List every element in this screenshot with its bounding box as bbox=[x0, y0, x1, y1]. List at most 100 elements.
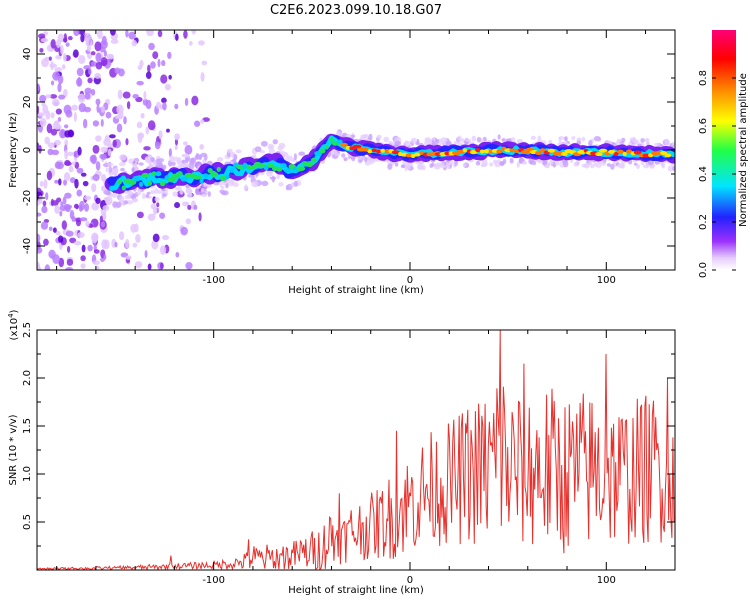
trace-halo bbox=[400, 164, 406, 169]
trace-halo bbox=[105, 190, 111, 196]
noise-blob bbox=[79, 217, 88, 222]
trace-halo bbox=[105, 167, 110, 173]
trace-halo bbox=[422, 164, 426, 171]
trace-core bbox=[132, 176, 141, 182]
trace-core bbox=[625, 149, 633, 154]
noise-blob bbox=[45, 94, 52, 99]
noise-blob bbox=[86, 45, 92, 52]
noise-blob bbox=[47, 148, 54, 156]
trace-core bbox=[242, 164, 248, 170]
noise-blob bbox=[59, 205, 67, 212]
spectrogram-x-tick-label: -100 bbox=[202, 275, 225, 286]
noise-blob bbox=[46, 170, 53, 181]
noise-blob bbox=[72, 161, 76, 166]
noise-blob bbox=[61, 64, 66, 70]
noise-blob bbox=[160, 262, 164, 270]
snr-x-ticks: -100 0 100 bbox=[56, 330, 647, 586]
trace-core bbox=[138, 181, 144, 187]
trace-core bbox=[284, 168, 292, 174]
trace-halo bbox=[489, 162, 494, 167]
trace-halo bbox=[150, 189, 156, 195]
noise-blob bbox=[80, 172, 87, 177]
trace-core bbox=[362, 147, 369, 152]
trace-halo bbox=[126, 200, 134, 205]
spectrogram-y-tick-label: -40 bbox=[22, 238, 33, 254]
spectrogram-y-tick-label: 40 bbox=[22, 48, 33, 61]
trace-halo bbox=[376, 134, 382, 140]
trace-halo bbox=[581, 136, 586, 142]
trace-halo bbox=[583, 162, 591, 169]
colorbar-ticks: 0.0 0.2 0.4 0.6 0.8 bbox=[698, 70, 736, 278]
trace-halo bbox=[266, 170, 273, 177]
trace-core bbox=[539, 148, 546, 153]
noise-blob bbox=[198, 212, 202, 222]
noise-blob bbox=[61, 220, 68, 230]
trace-halo bbox=[220, 185, 225, 190]
trace-halo bbox=[499, 161, 505, 166]
noise-blob bbox=[64, 130, 71, 138]
trace-core bbox=[263, 165, 269, 171]
trace-core bbox=[216, 166, 221, 172]
noise-blob bbox=[73, 30, 80, 37]
trace-core bbox=[310, 157, 317, 163]
noise-blob bbox=[128, 31, 136, 40]
noise-blob bbox=[101, 35, 107, 46]
noise-blob bbox=[87, 77, 93, 84]
noise-blob bbox=[54, 161, 62, 169]
noise-blob bbox=[84, 32, 92, 42]
noise-blob bbox=[63, 179, 67, 186]
noise-blob bbox=[136, 121, 143, 129]
trace-halo bbox=[226, 148, 233, 154]
trace-halo bbox=[285, 185, 289, 191]
noise-blob bbox=[40, 37, 49, 43]
noise-blob bbox=[38, 195, 43, 205]
noise-blob bbox=[65, 109, 73, 118]
noise-blob bbox=[106, 54, 114, 59]
noise-blob bbox=[80, 33, 85, 43]
noise-blob bbox=[62, 37, 68, 43]
noise-blob bbox=[94, 72, 102, 79]
trace-halo bbox=[404, 140, 409, 145]
snr-panel: -100 0 100 0.5 1.0 1.5 2.0 2.5 Height of strai… bbox=[7, 309, 676, 596]
trace-halo bbox=[251, 154, 257, 159]
trace-core bbox=[340, 142, 348, 147]
noise-blob bbox=[200, 72, 205, 82]
trace-halo bbox=[107, 162, 114, 167]
noise-blob bbox=[168, 74, 172, 80]
trace-core bbox=[141, 172, 150, 178]
trace-halo bbox=[417, 161, 424, 166]
trace-halo bbox=[232, 158, 237, 163]
trace-core bbox=[633, 150, 642, 155]
noise-blob bbox=[63, 88, 68, 98]
trace-core bbox=[117, 179, 122, 185]
trace-core bbox=[155, 171, 162, 177]
noise-blob bbox=[67, 36, 73, 41]
spectrogram-marks bbox=[37, 30, 675, 270]
trace-halo bbox=[123, 200, 129, 205]
trace-core bbox=[305, 162, 313, 168]
noise-blob bbox=[68, 165, 74, 173]
trace-core bbox=[410, 154, 416, 159]
trace-halo bbox=[632, 136, 637, 143]
noise-blob bbox=[41, 58, 49, 68]
chart-title: C2E6.2023.099.10.18.G07 bbox=[270, 3, 442, 18]
noise-blob bbox=[91, 183, 97, 193]
trace-core bbox=[595, 152, 603, 157]
trace-halo bbox=[261, 180, 269, 187]
trace-halo bbox=[588, 139, 593, 147]
trace-halo bbox=[588, 159, 592, 165]
noise-blob bbox=[110, 39, 119, 44]
snr-y-axis-title: SNR (10 * v/v) bbox=[8, 414, 19, 485]
noise-blob bbox=[48, 226, 53, 231]
noise-blob bbox=[94, 41, 102, 52]
noise-blob bbox=[131, 39, 137, 47]
noise-blob bbox=[58, 94, 66, 100]
noise-blob bbox=[100, 118, 104, 127]
trace-halo bbox=[277, 145, 284, 151]
noise-blob bbox=[107, 148, 112, 157]
noise-blob bbox=[145, 126, 150, 135]
trace-halo bbox=[128, 158, 134, 164]
noise-blob bbox=[37, 261, 40, 270]
trace-halo bbox=[642, 164, 650, 169]
trace-halo bbox=[368, 133, 373, 141]
